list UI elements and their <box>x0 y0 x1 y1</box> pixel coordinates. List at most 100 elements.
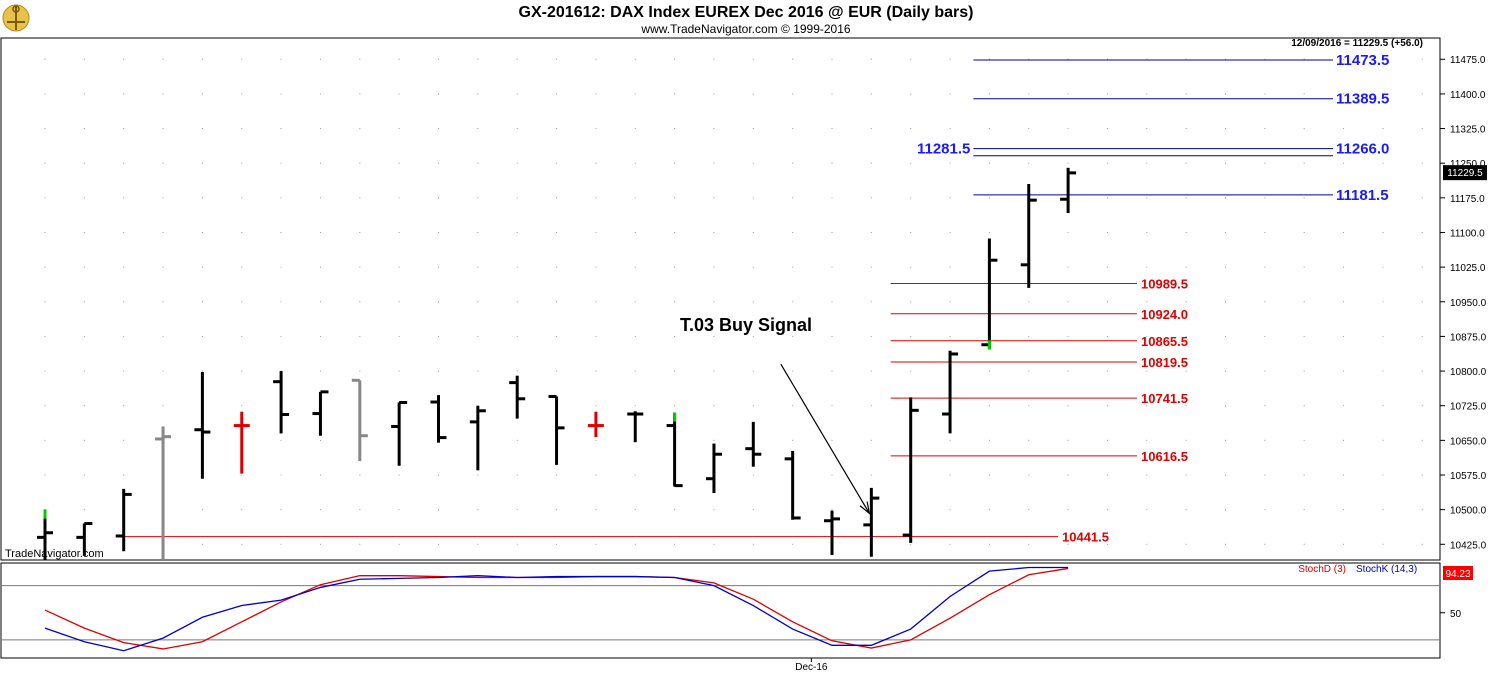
grid-dot <box>241 405 243 407</box>
price-levels: 11473.5 11389.5 11266.0 11281.5 11181.5 10989… <box>124 52 1389 545</box>
grid-dot <box>949 93 951 95</box>
grid-dot <box>910 58 912 60</box>
grid-dot <box>1185 335 1187 337</box>
grid-dot <box>988 231 990 233</box>
grid-dot <box>359 197 361 199</box>
grid-dot <box>477 474 479 476</box>
grid-dot <box>1185 474 1187 476</box>
grid-dot <box>752 335 754 337</box>
grid-dot <box>713 266 715 268</box>
grid-dot <box>319 162 321 164</box>
grid-dot <box>1343 301 1345 303</box>
grid-dot <box>1146 474 1148 476</box>
grid-dot <box>1382 93 1384 95</box>
grid-dot <box>988 370 990 372</box>
grid-dot <box>123 162 125 164</box>
grid-dot <box>1028 509 1030 511</box>
grid-dot <box>595 231 597 233</box>
grid-dot <box>1225 231 1226 233</box>
grid-dot <box>1106 301 1108 303</box>
grid-dot <box>1185 405 1187 407</box>
grid-dot <box>123 370 125 372</box>
grid-dot <box>831 231 833 233</box>
grid-dot <box>280 93 282 95</box>
grid-dot <box>910 266 912 268</box>
grid-dot <box>319 266 321 268</box>
grid-dot <box>1106 128 1108 130</box>
grid-dot <box>910 301 912 303</box>
grid-dot <box>1185 543 1187 545</box>
grid-dot <box>556 58 558 60</box>
grid-dot <box>1264 439 1266 441</box>
grid-dot <box>1067 439 1069 441</box>
grid-dot <box>516 266 518 268</box>
ohlc-bar <box>1060 167 1077 214</box>
grid-dot <box>713 93 715 95</box>
grid-dot <box>1225 439 1226 441</box>
grid-dot <box>556 474 558 476</box>
grid-dot <box>516 474 518 476</box>
x-axis-label: Dec-16 <box>795 662 828 673</box>
grid-dot <box>516 439 518 441</box>
grid-dot <box>319 197 321 199</box>
grid-dot <box>1028 335 1030 337</box>
ohlc-bar <box>115 488 132 552</box>
grid-dot <box>280 128 282 130</box>
grid-dot <box>792 439 794 441</box>
current-price-badge: 11229.5 <box>1443 165 1487 181</box>
grid-dot <box>792 197 794 199</box>
grid-dot <box>44 128 46 130</box>
grid-dot <box>241 301 243 303</box>
ohlc-bar <box>784 450 801 520</box>
grid-dot <box>988 58 990 60</box>
grid-dot <box>634 266 636 268</box>
grid-dot <box>1185 370 1187 372</box>
price-grid <box>44 58 1423 545</box>
grid-dot <box>831 58 833 60</box>
grid-dot <box>1303 162 1305 164</box>
grid-dot <box>1225 335 1226 337</box>
grid-dot <box>359 231 361 233</box>
grid-dot <box>674 301 676 303</box>
grid-dot <box>201 370 203 372</box>
grid-dot <box>516 93 518 95</box>
grid-dot <box>556 543 558 545</box>
grid-dot <box>674 335 676 337</box>
grid-dot <box>1106 335 1108 337</box>
grid-dot <box>1225 405 1226 407</box>
y-tick-label: 11475.0 <box>1450 55 1486 66</box>
grid-dot <box>1106 266 1108 268</box>
grid-dot <box>792 266 794 268</box>
grid-dot <box>1146 231 1148 233</box>
grid-dot <box>1146 128 1148 130</box>
grid-dot <box>988 93 990 95</box>
grid-dot <box>123 58 125 60</box>
grid-dot <box>1421 405 1423 407</box>
grid-dot <box>674 162 676 164</box>
grid-dot <box>870 162 872 164</box>
grid-dot <box>1225 301 1226 303</box>
grid-dot <box>752 197 754 199</box>
grid-dot <box>83 197 85 199</box>
grid-dot <box>201 162 203 164</box>
grid-dot <box>201 301 203 303</box>
y-tick-label: 10800.0 <box>1450 367 1487 378</box>
price-panel <box>0 37 1441 561</box>
grid-dot <box>201 543 203 545</box>
grid-dot <box>1067 405 1069 407</box>
grid-dot <box>123 335 125 337</box>
grid-dot <box>44 370 46 372</box>
grid-dot <box>1382 231 1384 233</box>
grid-dot <box>359 370 361 372</box>
ohlc-bar <box>76 522 93 556</box>
grid-dot <box>1303 439 1305 441</box>
grid-dot <box>1067 162 1069 164</box>
buy-signal-arrowhead <box>859 501 871 515</box>
grid-dot <box>241 197 243 199</box>
grid-dot <box>1303 58 1305 60</box>
buy-signal-annotation: T.03 Buy Signal <box>680 315 871 515</box>
grid-dot <box>280 335 282 337</box>
grid-dot <box>1421 162 1423 164</box>
grid-dot <box>398 301 400 303</box>
